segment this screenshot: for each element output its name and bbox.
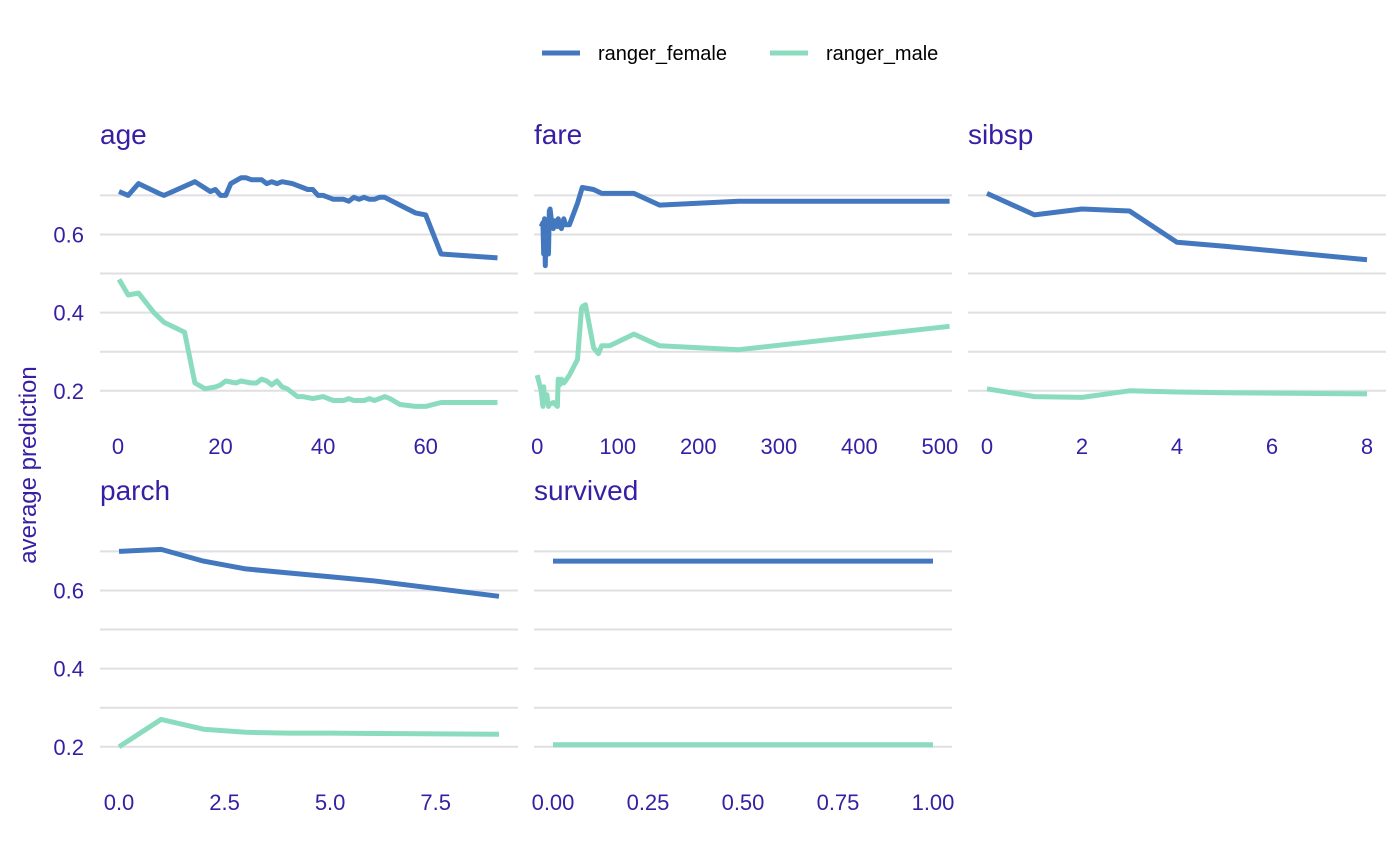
series-line-ranger_male — [116, 278, 498, 409]
y-tick-label: 0.6 — [53, 578, 84, 603]
x-tick-label: 500 — [922, 434, 959, 459]
x-tick-label: 200 — [680, 434, 717, 459]
panel-fare: fare 0 100 200 300 400 500 — [531, 119, 958, 459]
x-tick-label: 0.00 — [532, 790, 575, 815]
legend-item-ranger_male: ranger_male — [770, 43, 938, 65]
panel-sibsp: sibsp 0 2 4 6 8 — [968, 119, 1386, 459]
series-line-ranger_male — [117, 716, 500, 749]
panel-title-sibsp: sibsp — [968, 119, 1033, 150]
panel-title-fare: fare — [534, 119, 582, 150]
series-line-ranger_female — [985, 191, 1368, 263]
series-line-ranger_female — [118, 175, 498, 261]
y-axis-label: average prediction — [15, 366, 42, 563]
x-tick-label: 100 — [599, 434, 636, 459]
panel-title-age: age — [100, 119, 147, 150]
y-tick-label: 0.2 — [53, 735, 84, 760]
x-tick-label: 0.25 — [627, 790, 670, 815]
x-tick-label: 0.50 — [722, 790, 765, 815]
x-tick-label: 8 — [1361, 434, 1373, 459]
x-tick-label: 400 — [841, 434, 878, 459]
x-tick-label: 7.5 — [420, 790, 451, 815]
x-tick-label: 5.0 — [315, 790, 346, 815]
x-tick-label: 0.75 — [817, 790, 860, 815]
panel-age: age 0.2 0.4 0.6 0 20 40 60 — [53, 119, 518, 459]
x-tick-label: 300 — [760, 434, 797, 459]
legend-label-ranger_female: ranger_female — [598, 43, 727, 65]
panel-parch: parch 0.2 0.4 0.6 0.0 2.5 5.0 7.5 — [53, 475, 518, 815]
x-tick-label: 4 — [1171, 434, 1183, 459]
panel-survived: survived 0.00 0.25 0.50 0.75 1.00 — [532, 475, 955, 815]
legend: ranger_female ranger_male — [542, 43, 938, 65]
series-line-ranger_male — [534, 302, 950, 409]
x-tick-label: 0 — [531, 434, 543, 459]
series-line-ranger_male — [986, 386, 1368, 400]
y-tick-label: 0.6 — [53, 222, 84, 247]
y-tick-label: 0.4 — [53, 301, 84, 326]
x-tick-label: 20 — [208, 434, 232, 459]
x-tick-label: 2 — [1076, 434, 1088, 459]
x-tick-label: 6 — [1266, 434, 1278, 459]
x-tick-label: 60 — [413, 434, 437, 459]
panel-title-parch: parch — [100, 475, 170, 506]
x-tick-label: 1.00 — [912, 790, 955, 815]
x-tick-label: 0 — [981, 434, 993, 459]
x-tick-label: 0.0 — [104, 790, 135, 815]
legend-item-ranger_female: ranger_female — [542, 43, 727, 65]
legend-label-ranger_male: ranger_male — [826, 43, 938, 65]
series-line-ranger_female — [118, 546, 500, 599]
series-line-ranger_female — [538, 185, 950, 269]
x-tick-label: 2.5 — [209, 790, 240, 815]
y-tick-label: 0.4 — [53, 657, 84, 682]
y-tick-label: 0.2 — [53, 379, 84, 404]
x-tick-label: 40 — [311, 434, 335, 459]
x-tick-label: 0 — [112, 434, 124, 459]
panel-title-survived: survived — [534, 475, 638, 506]
